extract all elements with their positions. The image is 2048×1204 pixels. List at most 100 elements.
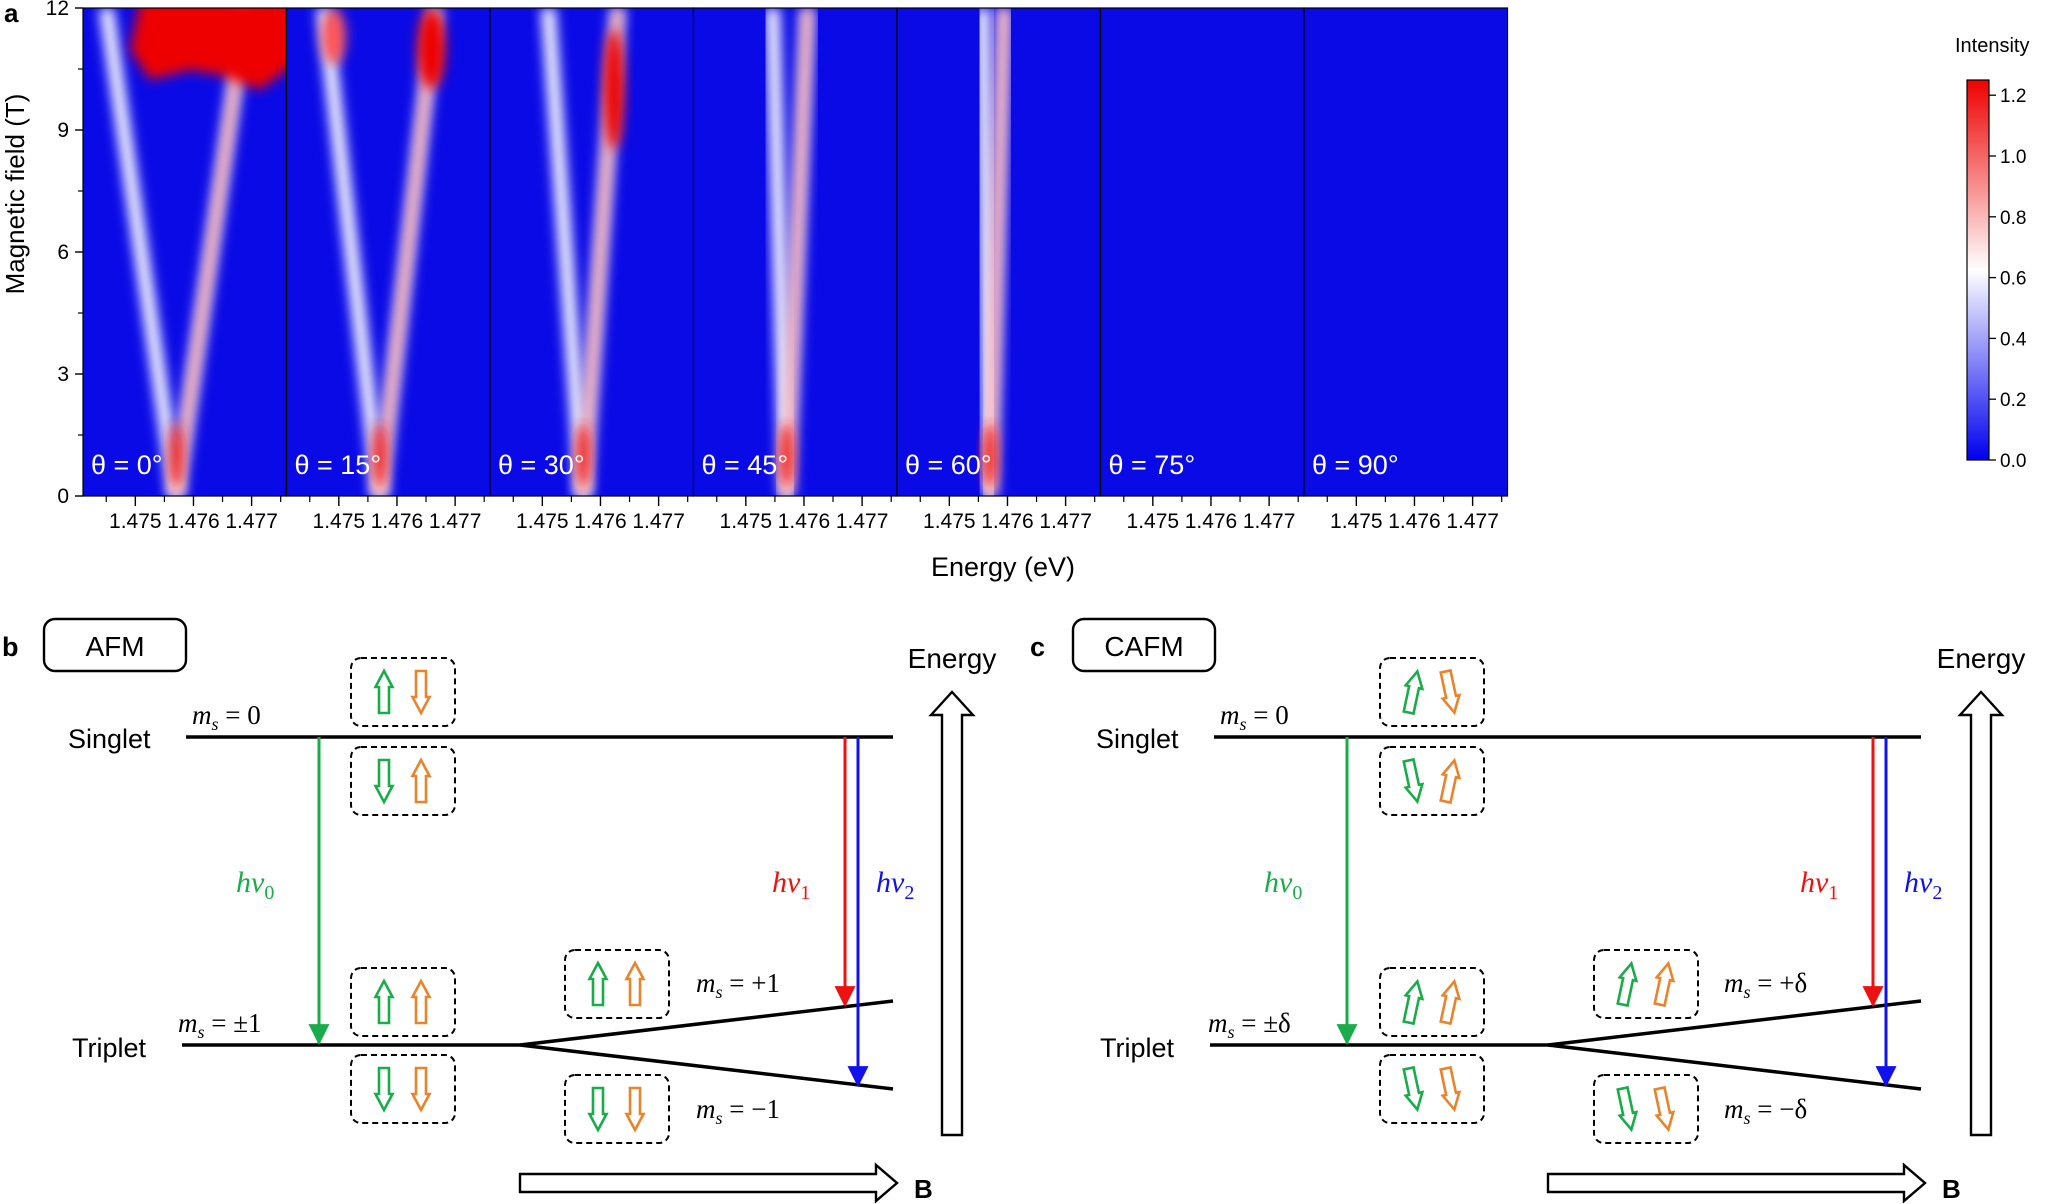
high-field-saturation xyxy=(130,8,287,90)
heatmap-theta-45: θ = 45° xyxy=(692,7,898,497)
hv0-label: hν0 xyxy=(236,866,274,904)
spin-box xyxy=(350,657,456,727)
afm-title: AFM xyxy=(85,631,144,662)
afm-title-box xyxy=(42,617,188,673)
x-tick-label: 1.476 xyxy=(371,510,424,533)
orange-down-arrow-icon xyxy=(1439,1065,1462,1113)
green-down-arrow-icon xyxy=(1402,1065,1425,1113)
x-tick-label: 1.476 xyxy=(1185,510,1238,533)
x-tick-label: 1.475 xyxy=(720,510,773,533)
angle-label: θ = 45° xyxy=(702,450,789,480)
ms-minus-label: ms = −1 xyxy=(696,1094,780,1128)
b-axis-label-c: B xyxy=(1942,1174,1961,1204)
cafm-title-box xyxy=(1071,617,1217,673)
hv2-label: hν2 xyxy=(876,866,914,904)
emission-branch-lower xyxy=(316,8,387,496)
emission-branch-lower xyxy=(765,8,794,496)
heatmap-panels: θ = 0° θ = 15° θ = 30° θ = 45° θ = 60° θ = 75… xyxy=(82,7,1509,497)
emission-branch-upper-core xyxy=(376,8,439,496)
spin-box xyxy=(1379,967,1485,1037)
ms-plus-label: ms = +1 xyxy=(696,968,780,1002)
orange-up-arrow-icon xyxy=(1653,960,1676,1008)
emission-branch-lower xyxy=(541,8,591,496)
green-up-arrow-icon xyxy=(1616,960,1639,1008)
x-tick-label: 1.477 xyxy=(1243,510,1296,533)
angle-label: θ = 60° xyxy=(905,450,992,480)
angle-label: θ = 15° xyxy=(295,450,382,480)
triplet-plus-level-c xyxy=(1547,999,1922,1047)
spin-box-border xyxy=(1379,967,1485,1037)
y-tick-label: 0 xyxy=(57,485,69,508)
hv0-label-c: hν0 xyxy=(1264,866,1302,904)
hv1-label-c: hν1 xyxy=(1800,866,1838,904)
zero-field-peak xyxy=(576,423,591,488)
heatmap-theta-90: θ = 90° xyxy=(1303,7,1509,497)
x-axis-label: Energy (eV) xyxy=(931,552,1075,582)
angle-label: θ = 75° xyxy=(1109,450,1196,480)
emission-branch-upper-core xyxy=(783,8,811,496)
singlet-label-c: Singlet xyxy=(1096,724,1179,754)
orange-down-arrow-icon xyxy=(410,669,432,716)
angle-label: θ = 30° xyxy=(498,450,585,480)
triplet-label: Triplet xyxy=(72,1033,147,1063)
colorbar: Intensity 0.0 0.2 0.4 0.6 0.8 1.0 1.2 xyxy=(1955,35,2029,472)
green-down-arrow-icon xyxy=(373,1066,395,1113)
ms0-label: ms = 0 xyxy=(192,700,261,734)
singlet-label: Singlet xyxy=(68,724,151,754)
orange-up-arrow-icon xyxy=(410,757,432,804)
spin-box-border xyxy=(564,1074,670,1144)
zero-field-peak xyxy=(372,423,387,488)
x-tick-label: 1.477 xyxy=(429,510,482,533)
spin-box xyxy=(1379,657,1485,727)
panel-c-label: c xyxy=(1030,632,1045,662)
spin-box-border xyxy=(350,967,456,1037)
x-tick-label: 1.476 xyxy=(981,510,1034,533)
y-tick-label: 9 xyxy=(57,119,69,142)
zero-field-peak xyxy=(169,423,184,488)
energy-label-c: Energy xyxy=(1937,643,2026,674)
heatmap-theta-0: θ = 0° xyxy=(82,7,288,497)
spin-box xyxy=(1593,1074,1699,1144)
green-up-arrow-icon xyxy=(1402,978,1425,1026)
x-tick-label: 1.475 xyxy=(516,510,569,533)
spin-box-border xyxy=(1593,949,1699,1019)
y-tick-label: 6 xyxy=(57,241,69,264)
spin-box-border xyxy=(350,1054,456,1124)
y-tick-label: 12 xyxy=(46,0,69,20)
heatmap-theta-75: θ = 75° xyxy=(1099,7,1305,497)
colorbar-title: Intensity xyxy=(1955,35,2029,57)
high-field-peak xyxy=(603,29,624,150)
panel-a-label: a xyxy=(4,0,19,28)
x-tick-label: 1.477 xyxy=(632,510,685,533)
colorbar-tick-label: 0.0 xyxy=(2000,451,2026,472)
ms-minus-label-c: ms = −δ xyxy=(1724,1094,1807,1128)
spin-boxes-cafm xyxy=(1379,657,1699,1144)
ms0-label-c: ms = 0 xyxy=(1220,700,1289,734)
x-tick-label: 1.475 xyxy=(1127,510,1180,533)
b-axis-arrow-c xyxy=(1546,1162,1927,1204)
green-down-arrow-icon xyxy=(373,758,395,805)
x-tick-label: 1.476 xyxy=(574,510,627,533)
spin-box xyxy=(1379,1054,1485,1124)
ms-triplet-label-c: ms = ±δ xyxy=(1208,1008,1291,1042)
energy-axis-arrow xyxy=(928,690,976,1137)
spin-box-border xyxy=(1379,657,1485,727)
colorbar-tick-label: 1.0 xyxy=(2000,147,2026,168)
x-axes: 1.475 1.476 1.477 1.475 1.476 1.477 1.475 1.476… xyxy=(105,496,1503,533)
x-tick-label: 1.477 xyxy=(1039,510,1092,533)
heatmap-theta-15: θ = 15° xyxy=(285,7,491,497)
orange-down-arrow-icon xyxy=(1439,668,1462,716)
ms-plus-label-c: ms = +δ xyxy=(1724,968,1807,1002)
triplet-minus-level-c xyxy=(1547,1043,1922,1091)
high-field-peak-2 xyxy=(321,8,346,65)
emission-branch-upper-core xyxy=(173,8,249,496)
y-axis-label: Magnetic field (T) xyxy=(0,94,30,295)
spin-box xyxy=(350,967,456,1037)
y-axis: 0 3 6 9 12 xyxy=(46,0,83,508)
panel-b-afm-diagram: b AFM Energy B Singlet Triplet ms = 0 ms… xyxy=(2,617,996,1204)
colorbar-tick-label: 1.2 xyxy=(2000,86,2026,107)
colorbar-tick-label: 0.4 xyxy=(2000,329,2027,350)
panel-b-label: b xyxy=(2,632,19,662)
subplot-frame xyxy=(1303,7,1509,497)
y-tick-label: 3 xyxy=(57,363,69,386)
